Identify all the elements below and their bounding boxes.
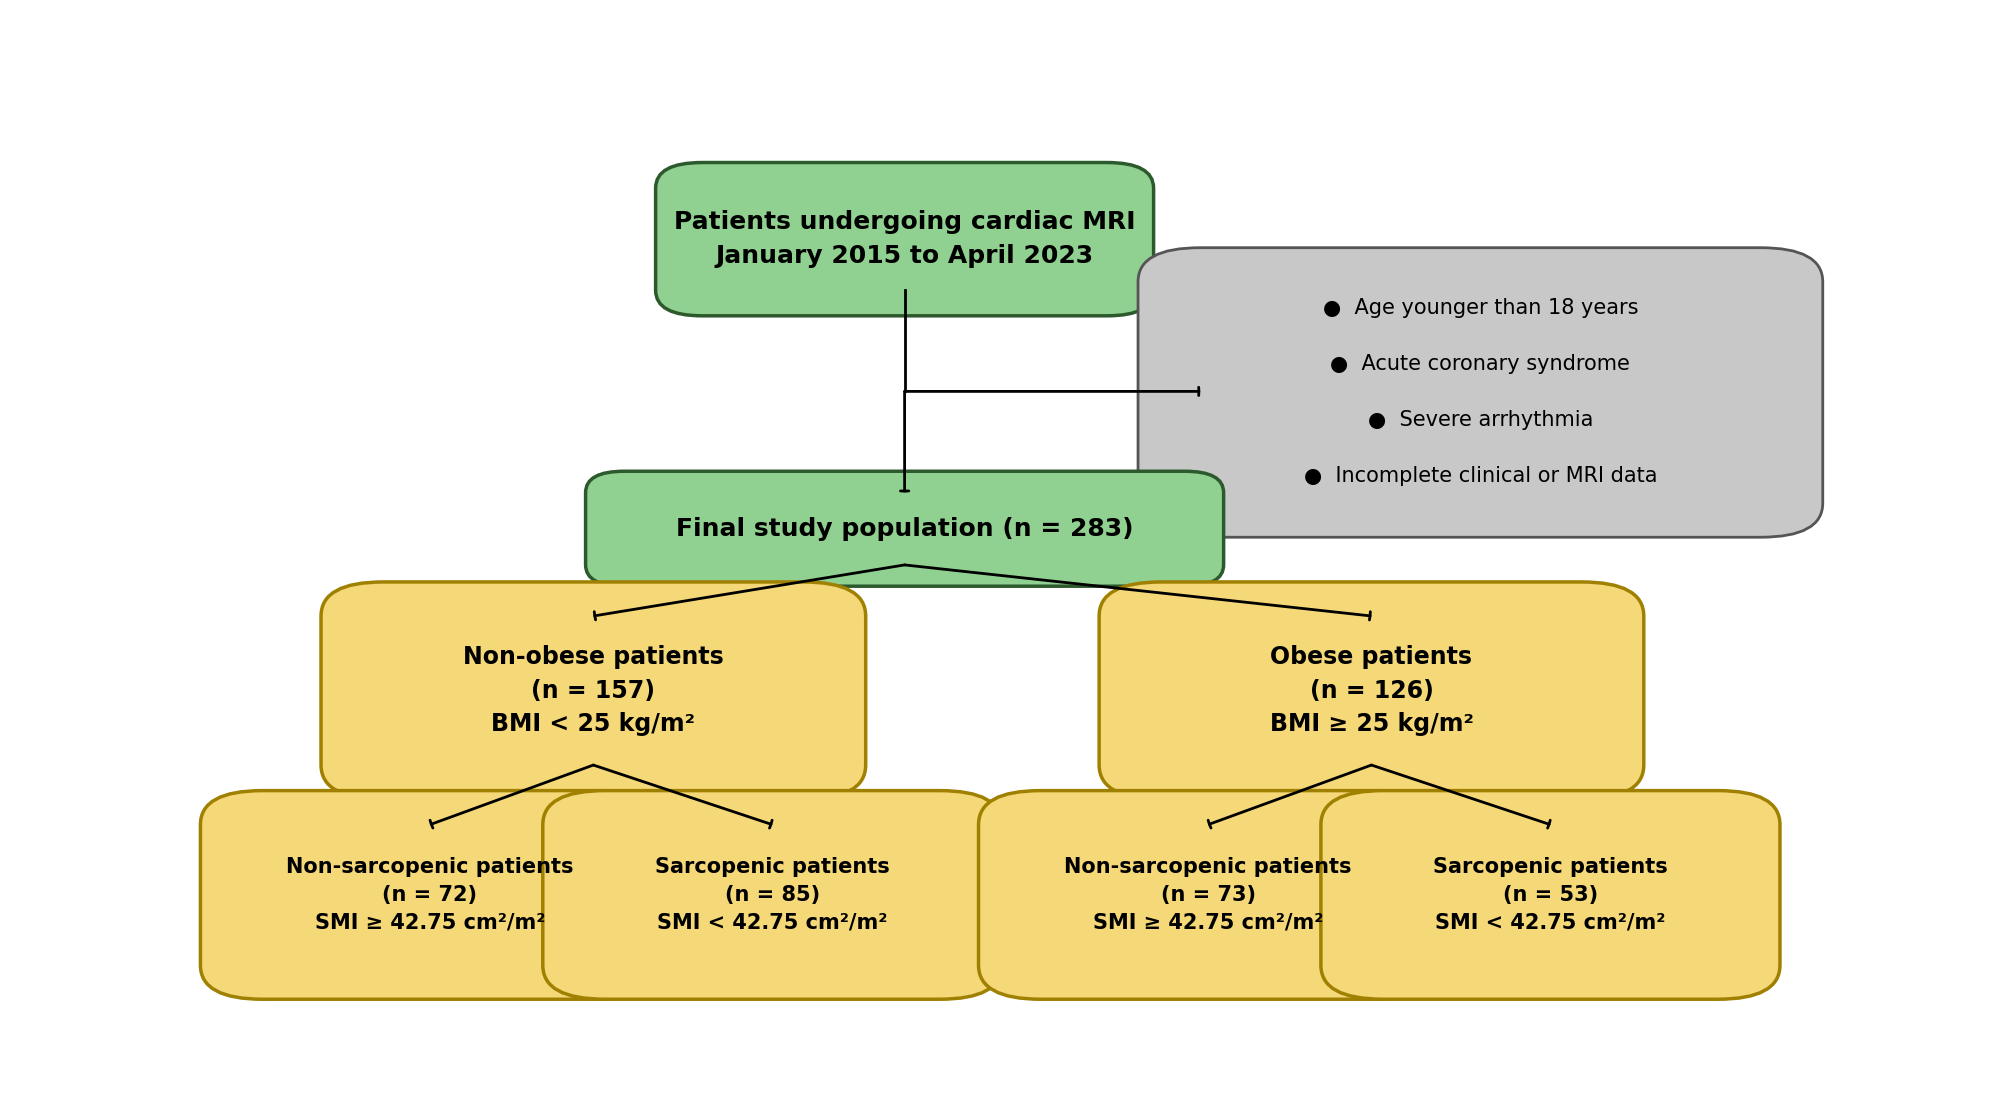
- Text: Non-obese patients
(n = 157)
BMI < 25 kg/m²: Non-obese patients (n = 157) BMI < 25 kg…: [464, 645, 723, 735]
- FancyBboxPatch shape: [656, 163, 1154, 316]
- FancyBboxPatch shape: [201, 791, 658, 999]
- FancyBboxPatch shape: [1321, 791, 1778, 999]
- Text: Patients undergoing cardiac MRI
January 2015 to April 2023: Patients undergoing cardiac MRI January …: [674, 210, 1134, 268]
- Text: Obese patients
(n = 126)
BMI ≥ 25 kg/m²: Obese patients (n = 126) BMI ≥ 25 kg/m²: [1268, 645, 1473, 735]
- FancyBboxPatch shape: [1098, 582, 1644, 800]
- Text: Sarcopenic patients
(n = 53)
SMI < 42.75 cm²/m²: Sarcopenic patients (n = 53) SMI < 42.75…: [1433, 857, 1668, 933]
- Text: Non-sarcopenic patients
(n = 72)
SMI ≥ 42.75 cm²/m²: Non-sarcopenic patients (n = 72) SMI ≥ 4…: [287, 857, 574, 933]
- FancyBboxPatch shape: [1138, 248, 1822, 538]
- FancyBboxPatch shape: [977, 791, 1437, 999]
- Text: Final study population (n = 283): Final study population (n = 283): [676, 517, 1132, 541]
- Text: ●  Age younger than 18 years

●  Acute coronary syndrome

●  Severe arrhythmia

: ● Age younger than 18 years ● Acute coro…: [1303, 299, 1656, 487]
- FancyBboxPatch shape: [321, 582, 865, 800]
- FancyBboxPatch shape: [542, 791, 1001, 999]
- Text: Non-sarcopenic patients
(n = 73)
SMI ≥ 42.75 cm²/m²: Non-sarcopenic patients (n = 73) SMI ≥ 4…: [1064, 857, 1351, 933]
- FancyBboxPatch shape: [586, 471, 1222, 586]
- Text: Sarcopenic patients
(n = 85)
SMI < 42.75 cm²/m²: Sarcopenic patients (n = 85) SMI < 42.75…: [654, 857, 889, 933]
